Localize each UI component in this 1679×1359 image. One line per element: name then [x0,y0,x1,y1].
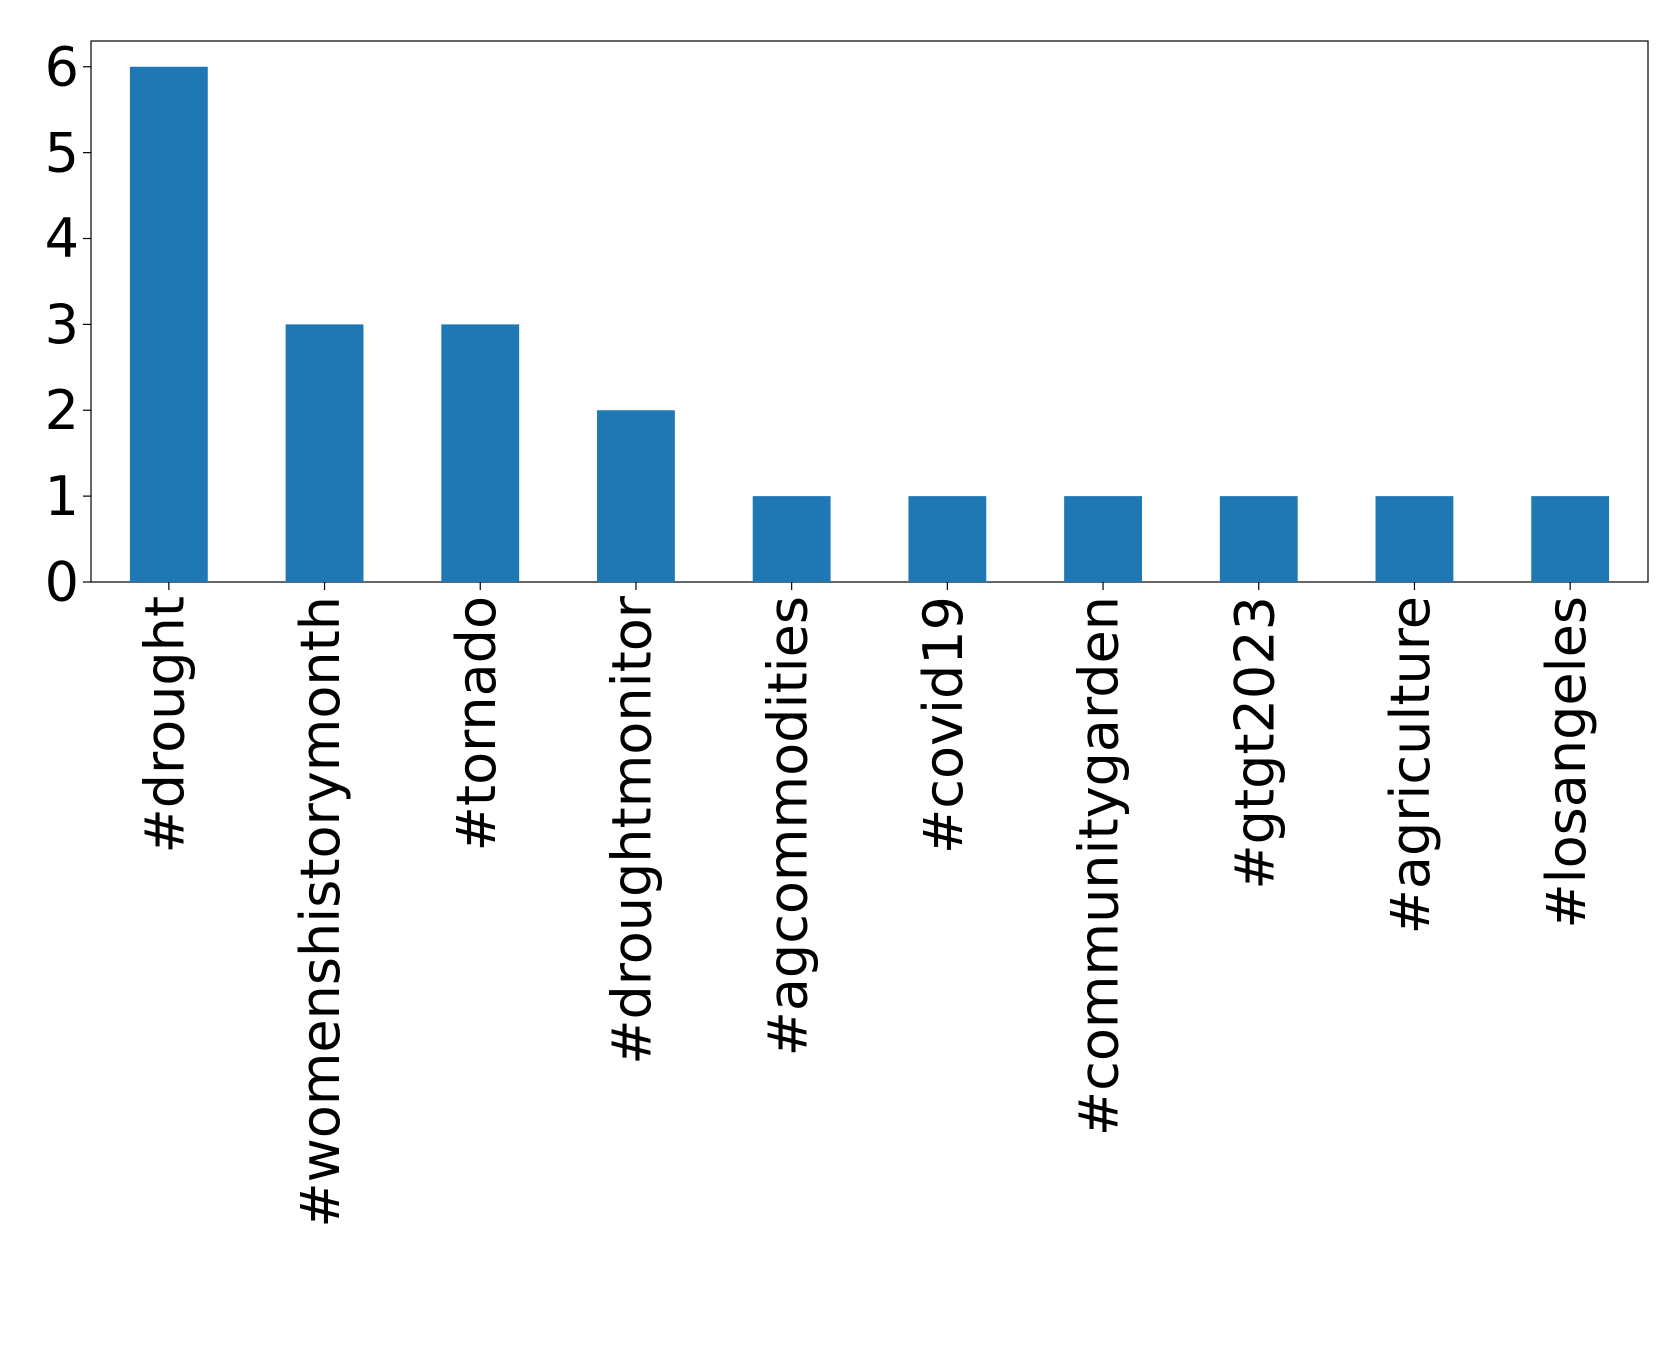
x-tick-label: #tornado [445,596,508,851]
bar [129,66,208,582]
bar [597,410,675,582]
bar [752,496,831,582]
x-tick-label: #womenshistorymonth [289,596,352,1228]
y-tick-label: 0 [45,551,79,614]
bar [1064,496,1142,582]
bar [1531,496,1610,582]
y-tick-label: 6 [45,35,79,98]
y-tick-label: 1 [45,465,79,528]
y-tick-label: 5 [45,121,79,184]
x-tick-label: #drought [133,596,196,853]
x-tick-label: #gtgt2023 [1223,596,1286,890]
bar [285,324,364,582]
bar [1219,496,1298,582]
x-tick-label: #droughtmonitor [601,595,664,1065]
bar [441,324,520,582]
x-tick-label: #agriculture [1379,596,1442,934]
y-tick-label: 4 [45,207,79,270]
x-tick-label: #communitygarden [1068,596,1131,1136]
y-tick-label: 3 [45,293,79,356]
bar [908,496,987,582]
y-tick-label: 2 [45,379,79,442]
bar [1375,496,1454,582]
plot-frame [90,40,1649,583]
x-tick-label: #agcommodities [756,596,819,1056]
x-tick-label: #covid19 [912,596,975,854]
x-tick-label: #losangeles [1535,596,1598,929]
